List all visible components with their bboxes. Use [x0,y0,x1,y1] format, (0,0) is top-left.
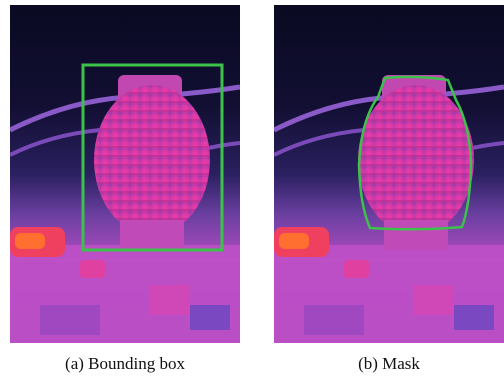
page: {"figure": {"panels": [{"caption": "(a) … [0,0,504,381]
panel-b-image [274,5,504,343]
panel-a-image [10,5,240,343]
thermal-image [10,5,240,343]
body: (a) Bounding box (b) Mask (() => { const… [0,0,504,381]
figure: (a) Bounding box (b) Mask [0,0,504,381]
caption: (a) Bounding box [65,354,185,373]
caption: (b) Mask [358,354,420,373]
